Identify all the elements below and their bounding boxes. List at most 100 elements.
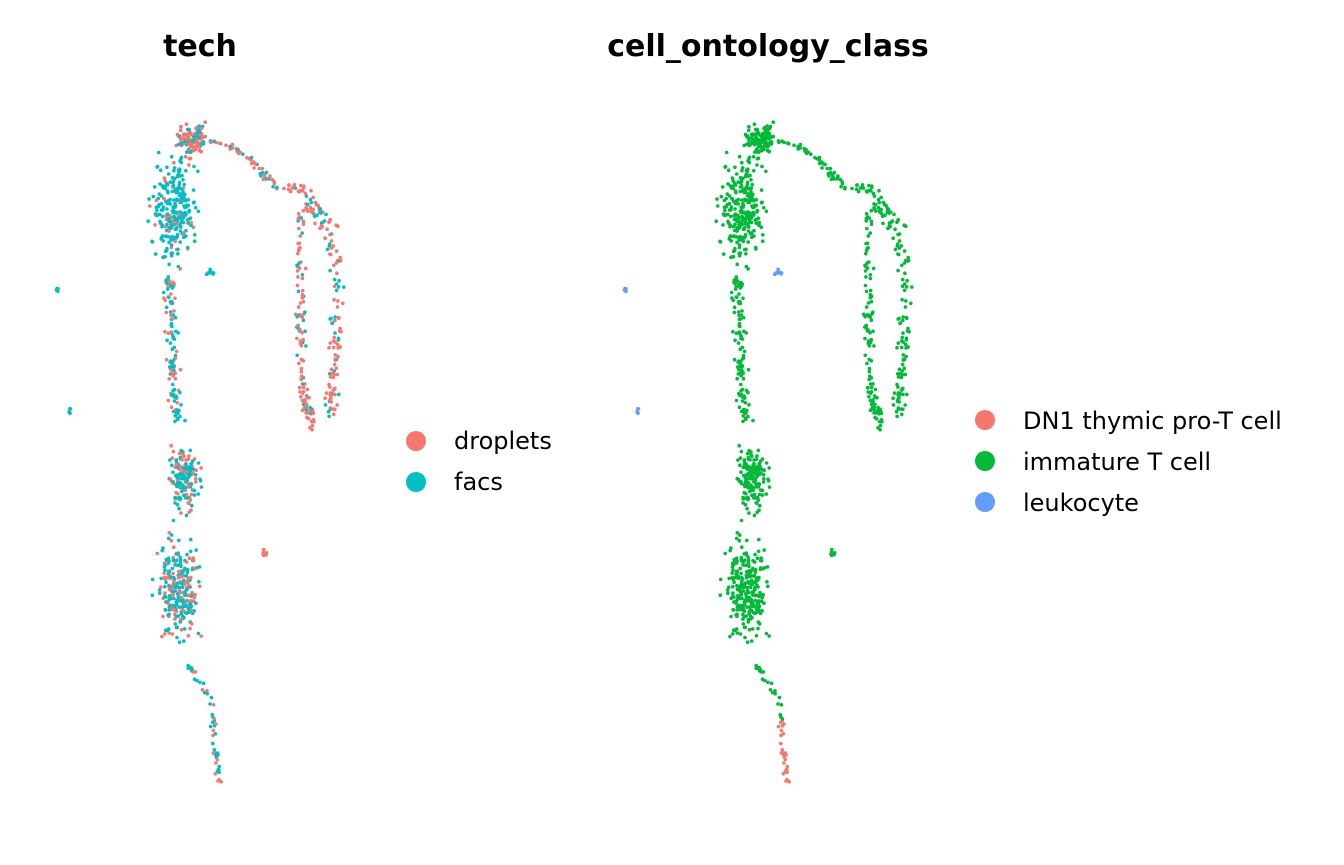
tech-point xyxy=(182,196,187,201)
tech-point xyxy=(296,241,300,246)
tech-point xyxy=(191,471,195,475)
cell-ontology-class-point xyxy=(792,143,796,148)
tech-point xyxy=(182,593,187,597)
tech-point xyxy=(336,354,340,359)
cell-ontology-class-point xyxy=(787,780,791,784)
tech-point xyxy=(150,239,154,244)
cell-ontology-class-point xyxy=(744,247,748,252)
tech-point xyxy=(161,239,165,243)
tech-point xyxy=(192,457,197,461)
tech-point xyxy=(333,353,338,357)
tech-point xyxy=(298,314,303,318)
tech-point xyxy=(290,186,295,190)
tech-point xyxy=(192,609,196,613)
cell-ontology-class-point xyxy=(741,419,745,424)
cell-ontology-class-point xyxy=(746,128,751,133)
tech-point xyxy=(303,191,308,196)
cell-ontology-class-point xyxy=(744,331,748,335)
tech-point xyxy=(332,387,337,391)
cell-ontology-class-point xyxy=(739,470,743,475)
cell-ontology-class-point xyxy=(890,219,895,223)
tech-point xyxy=(170,281,174,285)
tech-point xyxy=(323,396,327,401)
tech-point xyxy=(155,208,159,213)
tech-point xyxy=(186,472,191,477)
cell-ontology-class-point xyxy=(752,461,756,466)
cell-ontology-class-point xyxy=(866,390,870,394)
tech-point xyxy=(189,492,194,497)
cell-ontology-class-point xyxy=(743,581,747,586)
tech-point xyxy=(190,667,194,672)
tech-point xyxy=(180,486,185,490)
cell-ontology-class-point xyxy=(868,231,872,235)
cell-ontology-class-point xyxy=(900,387,905,391)
cell-ontology-class-point xyxy=(865,246,869,251)
cell-ontology-class-point xyxy=(722,198,727,203)
tech-point xyxy=(295,263,299,268)
tech-point xyxy=(169,443,173,448)
tech-point xyxy=(215,751,220,755)
tech-point xyxy=(179,448,183,453)
tech-point xyxy=(328,317,333,321)
cell-ontology-class-point xyxy=(740,168,744,173)
tech-point xyxy=(297,361,301,366)
tech-point xyxy=(332,362,337,367)
tech-point xyxy=(169,243,174,247)
cell-ontology-class-point xyxy=(733,189,738,193)
cell-ontology-class-point xyxy=(873,395,878,400)
cell-ontology-class-point xyxy=(746,240,750,244)
cell-ontology-class-point xyxy=(760,164,764,169)
tech-point xyxy=(200,688,205,692)
tech-point xyxy=(170,180,175,185)
cell-ontology-class-point xyxy=(755,583,759,587)
tech-point xyxy=(179,200,184,205)
tech-point xyxy=(334,261,339,265)
cell-ontology-class-point xyxy=(755,510,759,515)
tech-point xyxy=(194,601,198,605)
cell-ontology-class-point xyxy=(734,536,739,541)
cell-ontology-class-point xyxy=(733,281,738,286)
cell-ontology-class-point xyxy=(887,224,892,228)
cell-ontology-class-point xyxy=(869,337,874,342)
cell-ontology-class-point xyxy=(745,506,749,511)
tech-point xyxy=(161,255,165,259)
cell-ontology-class-point xyxy=(871,191,876,196)
cell-ontology-class-point xyxy=(742,490,746,495)
tech-point xyxy=(201,681,206,686)
tech-point xyxy=(188,131,192,136)
tech-point xyxy=(308,408,312,413)
cell-ontology-class-point xyxy=(893,227,897,231)
tech-point xyxy=(300,288,305,293)
cell-ontology-class-point xyxy=(726,168,731,172)
cell-ontology-class-point xyxy=(868,331,872,335)
cell-ontology-class-point xyxy=(739,205,743,209)
cell-ontology-class-point xyxy=(900,369,904,373)
tech-point xyxy=(182,182,186,187)
tech-point xyxy=(166,536,171,541)
tech-point xyxy=(295,336,299,341)
tech-point xyxy=(326,409,331,414)
tech-point xyxy=(328,268,332,273)
cell-ontology-class-point xyxy=(891,403,896,407)
tech-point xyxy=(176,569,181,574)
cell-ontology-class-point xyxy=(744,569,749,574)
tech-point xyxy=(165,212,170,216)
cell-ontology-class-point xyxy=(740,189,745,193)
cell-ontology-class-point xyxy=(738,456,743,460)
cell-ontology-class-point xyxy=(730,197,735,201)
cell-ontology-class-point xyxy=(738,593,743,597)
tech-point xyxy=(310,210,315,215)
tech-point xyxy=(152,185,157,189)
cell-ontology-class-point xyxy=(750,132,754,136)
tech-point xyxy=(156,150,161,155)
tech-point xyxy=(171,480,175,484)
tech-point xyxy=(192,677,197,681)
tech-point xyxy=(189,537,193,542)
tech-point xyxy=(205,691,209,696)
cell-ontology-class-point xyxy=(868,382,873,386)
tech-point xyxy=(173,176,177,181)
tech-point xyxy=(309,188,313,193)
cell-ontology-class-point xyxy=(896,268,900,273)
cell-ontology-class-point xyxy=(901,318,905,323)
cell-ontology-class-point xyxy=(755,147,759,151)
